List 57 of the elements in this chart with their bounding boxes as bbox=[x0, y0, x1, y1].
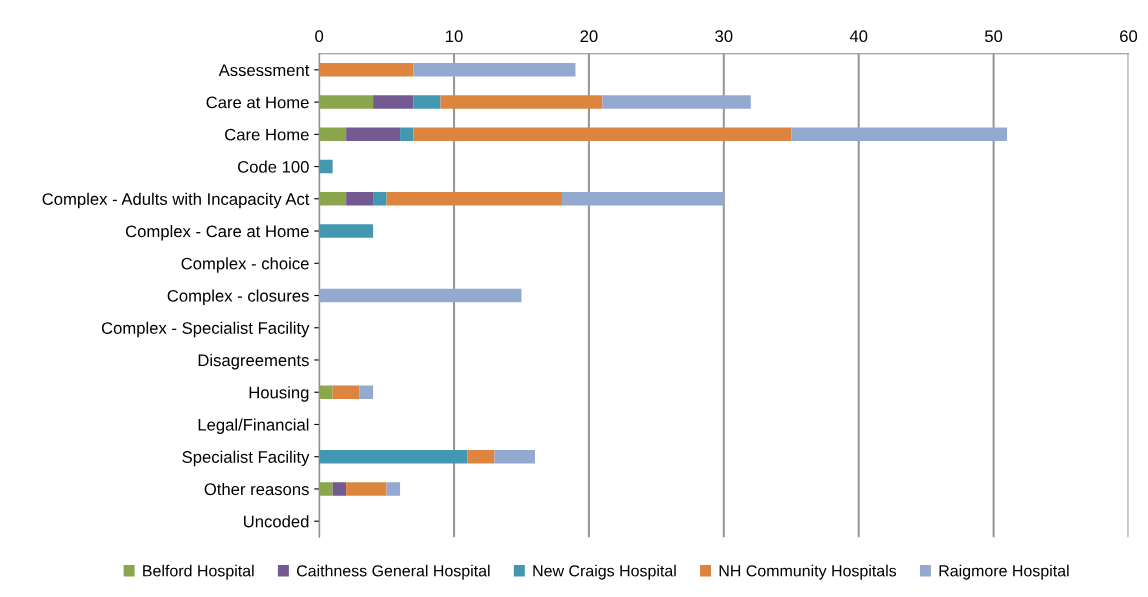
legend-label: Belford Hospital bbox=[143, 564, 254, 580]
x-tick-label: 20 bbox=[580, 30, 598, 43]
y-tick-label: Complex - Care at Home bbox=[125, 225, 309, 241]
legend-label: New Craigs Hospital bbox=[533, 564, 676, 580]
bar bbox=[791, 127, 1008, 142]
x-tick-label: 60 bbox=[1120, 30, 1138, 43]
bar bbox=[346, 192, 374, 206]
y-tick-label: Complex - Adults with Incapacity Act bbox=[42, 192, 310, 209]
bar bbox=[319, 385, 333, 399]
y-tick-label: Assessment bbox=[218, 64, 310, 77]
bar bbox=[346, 127, 401, 142]
y-tick-label: Care at Home bbox=[206, 96, 309, 109]
bar bbox=[413, 63, 576, 77]
bar bbox=[319, 482, 333, 496]
bar bbox=[359, 385, 374, 399]
y-tick-label: Housing bbox=[249, 386, 309, 402]
y-tick-label: Complex - choice bbox=[181, 257, 309, 273]
y-tick-label: Care Home bbox=[225, 128, 309, 141]
legend-label: NH Community Hospitals bbox=[719, 564, 897, 580]
bar bbox=[319, 63, 414, 77]
y-tick-label: Legal/Financial bbox=[198, 418, 309, 434]
y-tick-label: Specialist Facility bbox=[182, 450, 310, 467]
y-tick-label: Other reasons bbox=[204, 482, 309, 496]
x-tick-label: 0 bbox=[315, 30, 324, 43]
bar bbox=[332, 482, 347, 496]
x-tick-label: 30 bbox=[715, 30, 733, 43]
bar bbox=[319, 224, 374, 238]
legend-label: Raigmore Hospital bbox=[939, 564, 1069, 580]
bar bbox=[602, 95, 751, 109]
y-tick-label: Disagreements bbox=[198, 353, 309, 370]
bar bbox=[319, 288, 522, 303]
bar bbox=[332, 385, 360, 399]
bar bbox=[413, 95, 441, 109]
bar bbox=[386, 482, 401, 496]
bar bbox=[319, 449, 468, 464]
bar bbox=[319, 159, 333, 174]
bar bbox=[373, 95, 414, 109]
bar bbox=[440, 95, 603, 109]
bar bbox=[346, 482, 387, 496]
y-tick-label: Code 100 bbox=[237, 160, 309, 173]
bar bbox=[494, 449, 535, 464]
bar bbox=[561, 192, 724, 206]
y-tick-label: Uncoded bbox=[244, 515, 309, 528]
bar bbox=[319, 95, 374, 109]
bar bbox=[413, 127, 792, 142]
bar bbox=[319, 192, 347, 206]
bar bbox=[373, 192, 387, 206]
bar bbox=[467, 449, 495, 464]
bar bbox=[319, 127, 347, 142]
x-tick-label: 10 bbox=[446, 30, 463, 43]
y-tick-label: Complex - Specialist Facility bbox=[101, 321, 310, 338]
bar bbox=[400, 127, 414, 142]
x-tick-label: 40 bbox=[849, 30, 868, 43]
x-tick-label: 50 bbox=[984, 30, 1003, 43]
bar bbox=[386, 192, 562, 206]
y-tick-label: Complex - closures bbox=[167, 289, 309, 306]
legend-label: Caithness General Hospital bbox=[296, 564, 490, 580]
